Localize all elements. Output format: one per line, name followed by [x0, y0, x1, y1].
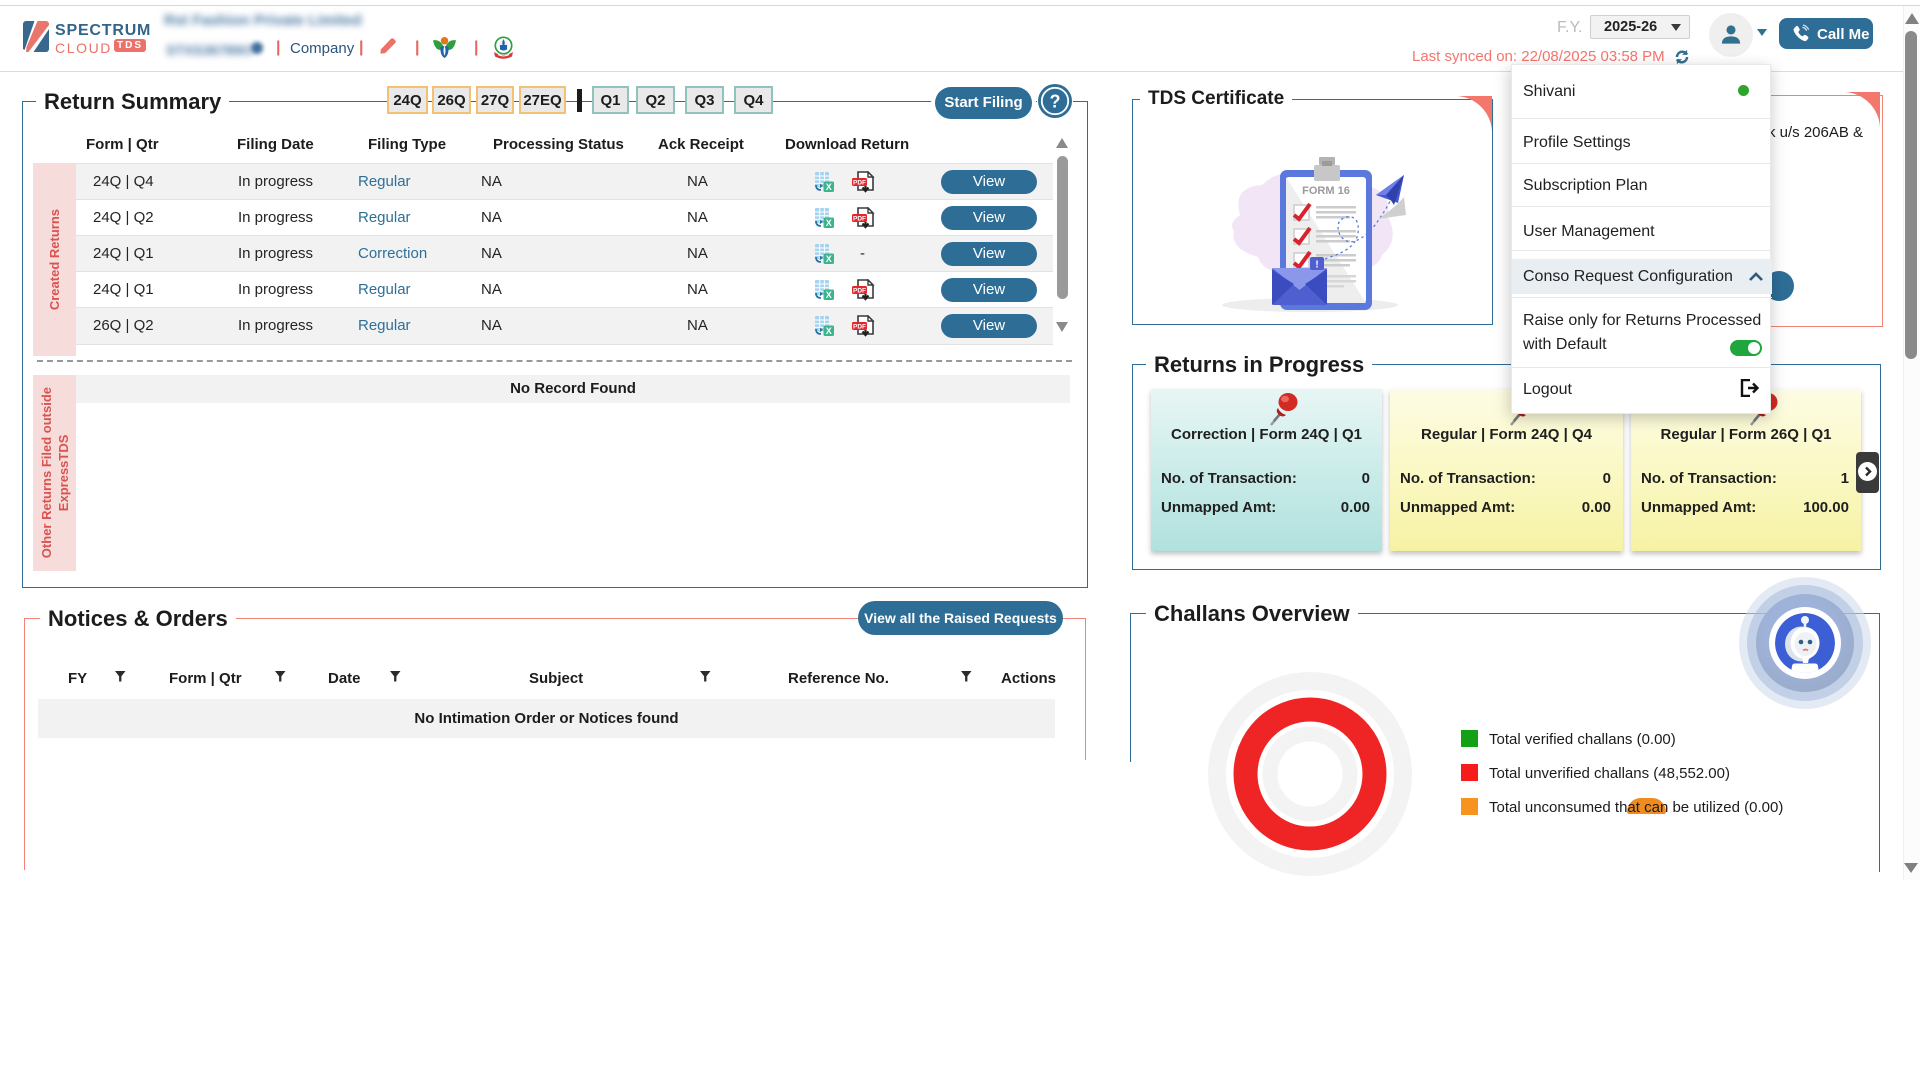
svg-text:?: ?	[1050, 92, 1061, 112]
svg-text:FORM 16: FORM 16	[1302, 185, 1350, 197]
svg-text:X: X	[826, 182, 832, 192]
svg-text:PDF: PDF	[853, 324, 866, 331]
svg-text:PDF: PDF	[853, 216, 866, 223]
svg-text:X: X	[826, 218, 832, 228]
svg-text:PDF: PDF	[853, 288, 866, 295]
svg-text:!: !	[1315, 260, 1318, 271]
svg-text:X: X	[826, 254, 832, 264]
svg-text:X: X	[826, 290, 832, 300]
svg-text:X: X	[826, 326, 832, 336]
svg-text:PDF: PDF	[853, 180, 866, 187]
